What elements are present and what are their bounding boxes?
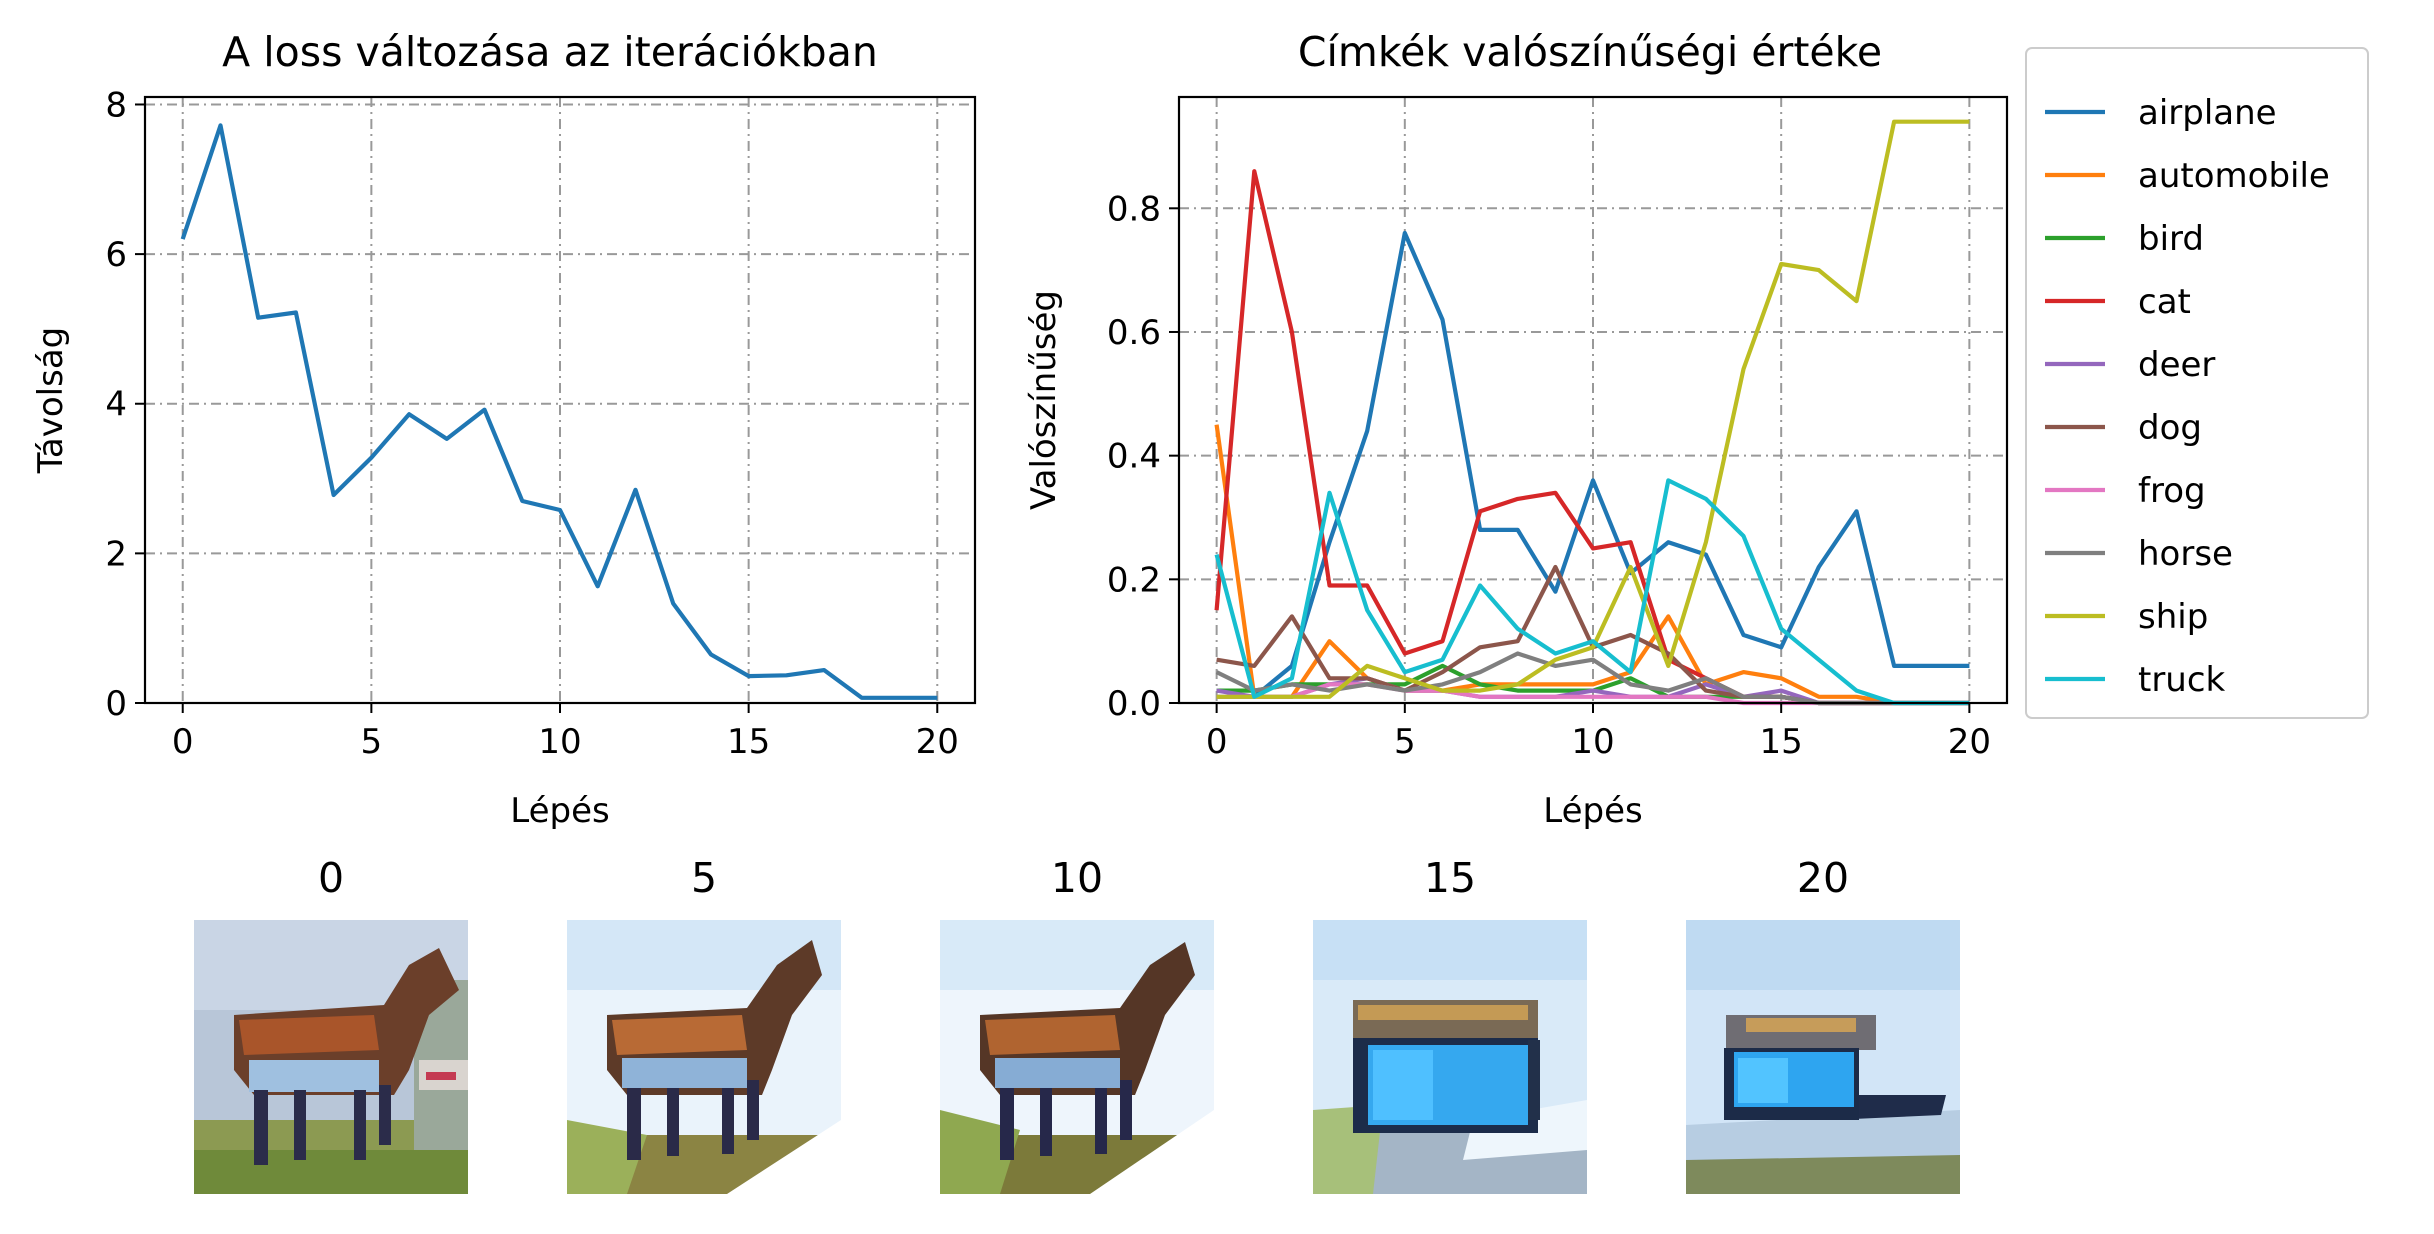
snapshot-label-0: 0 (318, 854, 344, 902)
loss-x-tick-label: 20 (916, 722, 959, 762)
snapshot-image-0 (194, 920, 468, 1194)
loss-y-ticks: 0 2 4 6 8 (105, 85, 145, 724)
loss-y-tick-label: 2 (105, 534, 127, 574)
loss-x-tick-label: 5 (361, 722, 383, 762)
probability-y-axis-label: Valószínűség (1024, 290, 1064, 510)
probability-x-tick-label: 0 (1206, 722, 1228, 762)
legend-label-automobile: automobile (2138, 156, 2330, 196)
loss-x-tick-label: 15 (727, 722, 770, 762)
loss-x-ticks: 0 5 10 15 20 (172, 703, 959, 762)
loss-y-tick-label: 6 (105, 235, 127, 275)
probability-chart-title: Címkék valószínűségi értéke (1298, 28, 1882, 76)
probability-y-tick-label: 0.2 (1107, 560, 1161, 600)
probability-chart: Címkék valószínűségi értéke 0 5 10 15 20 0.0… (1024, 28, 2009, 831)
loss-y-tick-label: 4 (105, 385, 127, 425)
probability-series-truck (1214, 478, 1970, 706)
legend-label-dog: dog (2138, 408, 2202, 448)
probability-x-ticks: 0 5 10 15 20 (1206, 703, 1991, 762)
loss-chart-title: A loss változása az iterációkban (222, 28, 878, 76)
legend-label-frog: frog (2138, 471, 2206, 511)
snapshot-label-10: 10 (1051, 854, 1103, 902)
snapshot-image-15 (1313, 920, 1587, 1194)
loss-x-tick-label: 10 (538, 722, 581, 762)
probability-y-tick-label: 0.8 (1107, 189, 1161, 229)
snapshot-image-10 (940, 920, 1214, 1194)
snapshot-image-20 (1686, 920, 1960, 1194)
loss-y-axis-label: Távolság (31, 327, 71, 474)
loss-gridlines (145, 97, 975, 704)
legend-label-ship: ship (2138, 597, 2208, 637)
legend-label-horse: horse (2138, 534, 2233, 574)
legend-label-truck: truck (2138, 660, 2226, 700)
probability-plot-frame (1177, 95, 2009, 705)
probability-x-tick-label: 20 (1948, 722, 1991, 762)
probability-y-tick-label: 0.4 (1107, 437, 1161, 477)
probability-x-tick-label: 15 (1760, 722, 1803, 762)
snapshot-label-5: 5 (691, 854, 717, 902)
snapshot-label-20: 20 (1797, 854, 1849, 902)
snapshot-label-15: 15 (1424, 854, 1476, 902)
loss-chart: A loss változása az iterációkban 0 5 10 15 2… (31, 28, 977, 831)
probability-x-axis-label: Lépés (1543, 791, 1642, 831)
loss-y-tick-label: 0 (105, 684, 127, 724)
snapshot-labels: 0 5 10 15 20 (318, 854, 1849, 902)
probability-x-tick-label: 10 (1571, 722, 1614, 762)
loss-series (180, 123, 938, 700)
legend-frame (2025, 47, 2369, 719)
probability-series-ship (1216, 119, 1970, 699)
legend-label-bird: bird (2138, 219, 2204, 259)
legend-label-airplane: airplane (2138, 93, 2277, 133)
loss-series (180, 123, 938, 700)
snapshot-image-5 (567, 920, 841, 1194)
loss-y-tick-label: 8 (105, 85, 127, 125)
loss-x-axis-label: Lépés (510, 791, 609, 831)
loss-x-tick-label: 0 (172, 722, 194, 762)
legend: airplane automobile bird cat deer dog frog hors… (2025, 47, 2369, 719)
probability-y-tick-label: 0.6 (1107, 313, 1161, 353)
legend-label-deer: deer (2138, 345, 2215, 385)
probability-y-tick-label: 0.0 (1107, 684, 1161, 724)
probability-x-tick-label: 5 (1394, 722, 1416, 762)
probability-y-ticks: 0.0 0.2 0.4 0.6 0.8 (1107, 189, 1179, 724)
probability-series-cat (1214, 169, 1970, 706)
legend-label-cat: cat (2138, 282, 2191, 322)
probability-series-airplane (1216, 230, 1970, 699)
probability-series-automobile (1214, 424, 1970, 706)
loss-plot-frame (143, 95, 977, 705)
